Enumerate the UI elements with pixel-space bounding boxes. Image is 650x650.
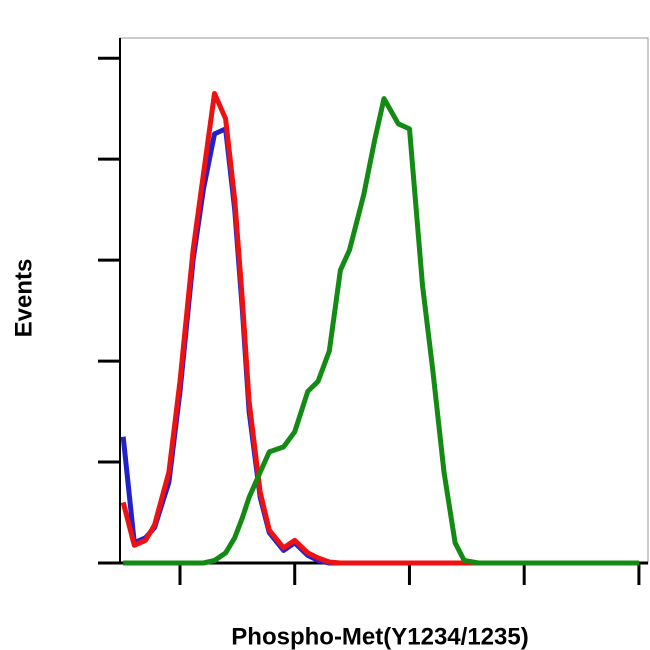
x-axis-label: Phospho-Met(Y1234/1235) xyxy=(231,623,528,650)
series-line xyxy=(120,91,639,566)
plot-frame xyxy=(119,37,649,564)
y-axis-label: Events xyxy=(10,259,37,338)
series-line xyxy=(123,96,639,566)
